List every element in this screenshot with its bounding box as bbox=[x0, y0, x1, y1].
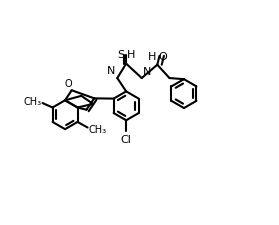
Text: O: O bbox=[158, 52, 167, 63]
Text: Cl: Cl bbox=[121, 135, 132, 145]
Text: O: O bbox=[64, 79, 72, 89]
Text: S: S bbox=[117, 50, 124, 60]
Text: N: N bbox=[107, 66, 115, 76]
Text: H: H bbox=[127, 50, 136, 60]
Text: N: N bbox=[143, 67, 151, 77]
Text: CH₃: CH₃ bbox=[23, 97, 42, 107]
Text: CH₃: CH₃ bbox=[88, 125, 106, 135]
Text: H: H bbox=[148, 52, 156, 63]
